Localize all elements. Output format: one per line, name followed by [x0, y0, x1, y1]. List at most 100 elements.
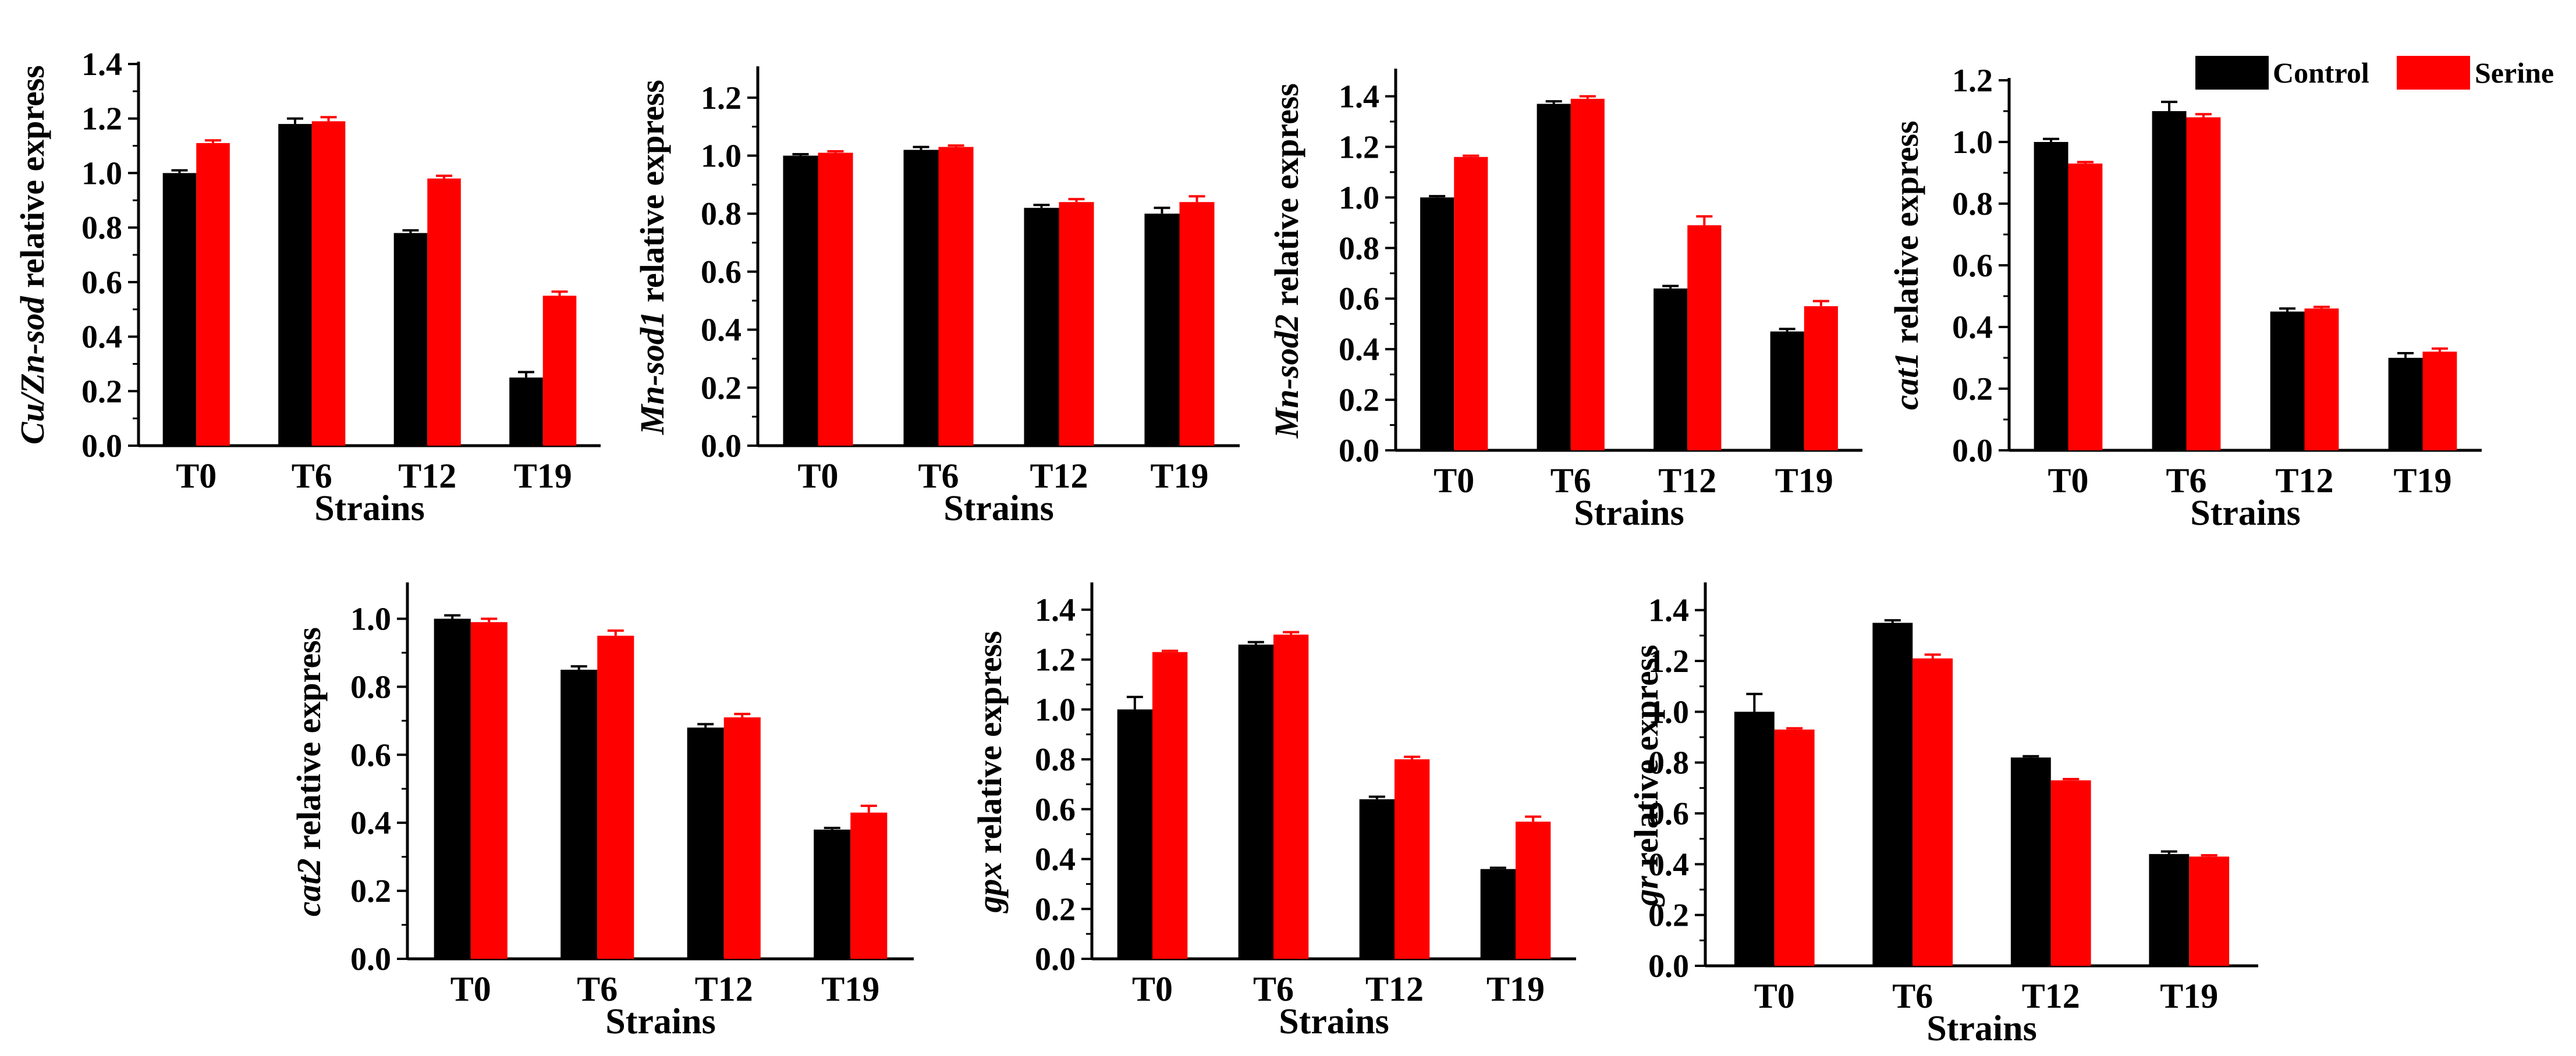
bar-serine-t0: [1774, 729, 1815, 966]
x-category-label: T0: [1434, 461, 1474, 500]
bar-control-t6: [903, 150, 939, 446]
bar-control-t6: [278, 124, 312, 446]
x-category-label: T6: [577, 970, 618, 1008]
y-axis-label-gene: cat2: [290, 858, 328, 916]
bar-serine-t12: [2050, 780, 2091, 966]
bar-serine-t0: [2068, 163, 2103, 450]
bar-control-t19: [2388, 358, 2423, 450]
bar-control-t6: [2152, 111, 2187, 450]
y-axis-label: Cu/Zn-sod relative express: [13, 65, 51, 445]
bar-serine-t0: [1454, 157, 1488, 450]
y-tick-label: 1.4: [81, 47, 122, 83]
x-category-label: T19: [2160, 977, 2218, 1015]
bar-control-t12: [393, 233, 428, 446]
y-axis-label: gpx relative express: [971, 631, 1009, 913]
y-tick-label: 1.0: [701, 138, 741, 175]
x-category-label: T12: [1030, 457, 1088, 495]
chart-panel: 0.0 0.2 0.4 0.6 0.8 1.0 1.2 1.4 T0 T6 T12 T19 Strain…: [971, 582, 1576, 1041]
y-tick-label: 0.8: [1339, 230, 1379, 266]
y-tick-label: 1.0: [1035, 692, 1076, 728]
y-axis-label-text: relative express: [1268, 83, 1305, 314]
bar-control-t0: [162, 173, 197, 446]
bar-control-t0: [1420, 197, 1454, 450]
bar-serine-t6: [1570, 98, 1605, 450]
bar-serine-t12: [1059, 202, 1094, 446]
y-tick-label: 0.0: [701, 428, 741, 464]
bar-control-t19: [1480, 869, 1516, 959]
bar-control-t19: [2149, 854, 2190, 966]
bar-control-t0: [1117, 709, 1152, 959]
y-axis-label-gene: gpx: [971, 862, 1009, 914]
bar-serine-t12: [723, 717, 761, 959]
bar-serine-t0: [818, 152, 853, 446]
bar-control-t12: [1359, 799, 1395, 959]
y-axis-label-gene: cat1: [1887, 352, 1925, 410]
y-tick-label: 1.4: [1648, 593, 1689, 629]
y-axis-label-gene: Cu/Zn-sod: [13, 296, 51, 445]
y-tick-label: 0.0: [1648, 948, 1689, 984]
y-axis-label-text: relative express: [971, 631, 1009, 862]
x-axis-label: Strains: [2190, 493, 2300, 533]
y-tick-label: 0.0: [1952, 433, 1993, 469]
x-axis-label: Strains: [1574, 493, 1684, 533]
y-tick-label: 0.2: [1339, 382, 1379, 418]
y-tick-label: 0.0: [350, 941, 391, 977]
y-tick-label: 0.4: [1648, 847, 1689, 883]
y-axis-label-text: relative express: [1627, 645, 1665, 876]
y-tick-label: 0.4: [1339, 332, 1379, 368]
y-tick-label: 0.6: [1339, 281, 1379, 317]
legend: Control Serine: [2195, 56, 2554, 90]
bar-serine-t6: [938, 147, 974, 446]
x-category-label: T12: [1365, 970, 1424, 1008]
x-category-label: T12: [695, 970, 753, 1008]
bar-serine-t12: [2304, 308, 2339, 450]
bar-control-t19: [814, 829, 851, 959]
y-tick-label: 0.0: [81, 428, 122, 464]
y-tick-label: 1.0: [81, 155, 122, 191]
y-tick-label: 1.4: [1339, 79, 1379, 115]
y-tick-label: 0.4: [1952, 310, 1993, 346]
y-axis-label-gene: gr: [1627, 876, 1665, 907]
legend-swatch-serine: [2397, 56, 2470, 90]
y-tick-label: 0.2: [1648, 898, 1689, 934]
y-axis-label-gene: Mn-sod1: [633, 311, 671, 435]
y-tick-label: 1.2: [1339, 129, 1379, 165]
legend-swatch-control: [2195, 56, 2269, 90]
bar-serine-t6: [311, 121, 346, 446]
bar-serine-t19: [850, 812, 888, 959]
bar-control-t19: [509, 377, 543, 446]
bar-control-t6: [560, 670, 598, 959]
y-tick-label: 0.6: [1952, 248, 1993, 284]
x-category-label: T0: [2048, 461, 2088, 500]
x-axis-label: Strains: [605, 1002, 715, 1041]
y-axis-label: gr relative express: [1627, 645, 1665, 907]
x-category-label: T19: [514, 457, 572, 495]
y-tick-label: 1.2: [701, 80, 741, 116]
y-tick-label: 0.8: [701, 196, 741, 232]
chart-panel: 0.0 0.2 0.4 0.6 0.8 1.0 1.2 T0 T6 T12 T19 Strains Mn…: [633, 66, 1240, 528]
y-tick-label: 1.0: [1952, 125, 1993, 161]
legend-label-control: Control: [2273, 56, 2369, 89]
bar-control-t6: [1238, 644, 1273, 959]
bar-control-t0: [2034, 142, 2068, 450]
x-axis-label: Strains: [1279, 1002, 1389, 1041]
x-category-label: T12: [398, 457, 456, 495]
x-category-label: T0: [1754, 977, 1795, 1015]
y-tick-label: 0.8: [1952, 186, 1993, 222]
y-tick-label: 0.4: [701, 312, 741, 349]
bar-serine-t6: [1913, 658, 1953, 966]
y-tick-label: 1.4: [1035, 592, 1076, 628]
y-tick-label: 1.0: [350, 601, 391, 637]
y-tick-label: 1.0: [1648, 694, 1689, 730]
x-axis-label: Strains: [1926, 1009, 2036, 1048]
x-axis-label: Strains: [943, 489, 1053, 528]
y-axis-label: Mn-sod2 relative express: [1268, 83, 1305, 439]
bar-serine-t12: [1395, 759, 1430, 959]
x-category-label: T19: [1150, 457, 1208, 495]
chart-panel: 0.0 0.2 0.4 0.6 0.8 1.0 1.2 T0 T6 T12 T19 Strains ca…: [1887, 63, 2482, 533]
x-category-label: T6: [292, 457, 332, 495]
bar-serine-t6: [597, 635, 634, 959]
bar-serine-t19: [2189, 856, 2230, 966]
x-category-label: T6: [1892, 977, 1933, 1015]
y-tick-label: 0.8: [1648, 745, 1689, 781]
